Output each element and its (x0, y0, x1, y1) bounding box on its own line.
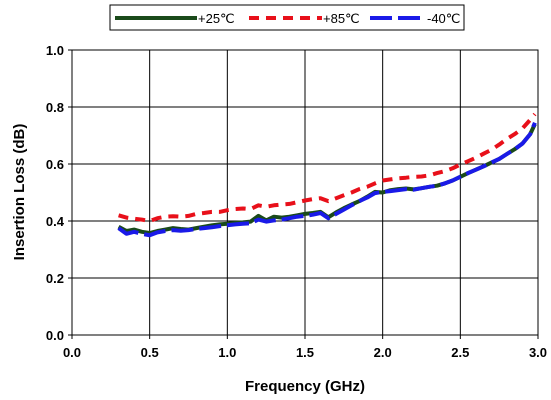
x-tick-label: 0.5 (141, 345, 159, 360)
x-tick-label: 3.0 (529, 345, 547, 360)
y-tick-label: 0.0 (46, 328, 64, 343)
y-axis-title: Insertion Loss (dB) (11, 124, 28, 261)
plot-area (71, 49, 539, 336)
y-tick-label: 1.0 (46, 43, 64, 58)
x-axis-ticks: 0.0 0.5 1.0 1.5 2.0 2.5 3.0 (63, 335, 547, 360)
series-line-1 (118, 112, 537, 223)
x-tick-label: 1.0 (218, 345, 236, 360)
legend-label-2: -40℃ (427, 11, 460, 26)
series-lines (117, 112, 537, 238)
y-tick-label: 0.8 (46, 100, 64, 115)
y-tick-label: 0.4 (46, 214, 65, 229)
series-line-2 (117, 121, 537, 238)
legend-label-0: +25℃ (198, 11, 235, 26)
x-tick-label: 0.0 (63, 345, 81, 360)
y-tick-label: 0.2 (46, 271, 64, 286)
legend-label-1: +85℃ (323, 11, 360, 26)
x-tick-label: 2.0 (374, 345, 392, 360)
x-axis-title: Frequency (GHz) (245, 378, 365, 395)
y-axis-ticks: 0.0 0.2 0.4 0.6 0.8 1.0 (46, 43, 72, 343)
x-tick-label: 1.5 (296, 345, 314, 360)
legend: +25℃ +85℃ -40℃ (109, 4, 465, 31)
y-tick-label: 0.6 (46, 157, 64, 172)
x-tick-label: 2.5 (451, 345, 469, 360)
